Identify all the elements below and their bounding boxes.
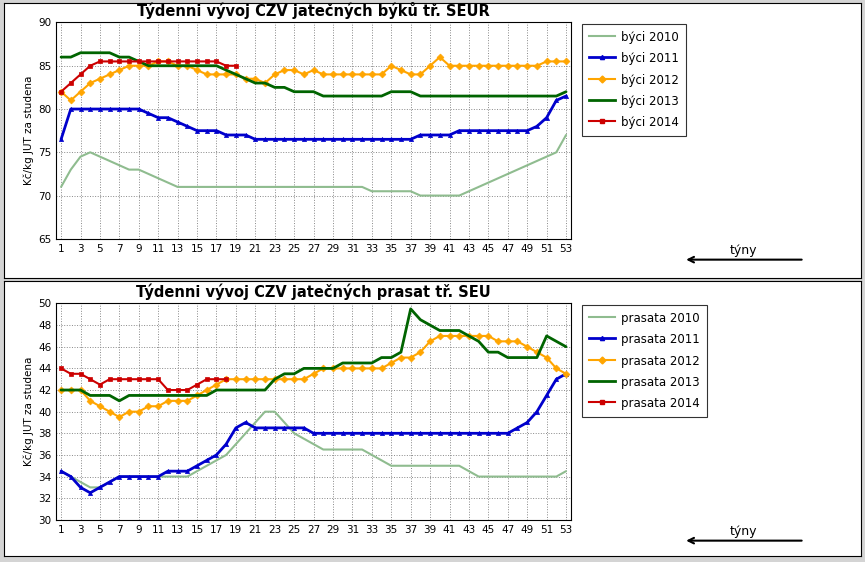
Y-axis label: Kč/kg JUT za studena: Kč/kg JUT za studena — [23, 357, 34, 466]
Legend: býci 2010, býci 2011, býci 2012, býci 2013, býci 2014: býci 2010, býci 2011, býci 2012, býci 20… — [582, 24, 686, 137]
Text: týny: týny — [730, 243, 758, 257]
Title: Týdenni vývoj CZV jatečných prasat tř. SEU: Týdenni vývoj CZV jatečných prasat tř. S… — [136, 283, 491, 300]
Y-axis label: Kč/kg JUT za studena: Kč/kg JUT za studena — [23, 76, 34, 185]
Text: týny: týny — [730, 524, 758, 538]
Title: Týdenni vývoj CZV jatečných býků tř. SEUR: Týdenni vývoj CZV jatečných býků tř. SEU… — [138, 2, 490, 19]
Legend: prasata 2010, prasata 2011, prasata 2012, prasata 2013, prasata 2014: prasata 2010, prasata 2011, prasata 2012… — [582, 305, 707, 418]
